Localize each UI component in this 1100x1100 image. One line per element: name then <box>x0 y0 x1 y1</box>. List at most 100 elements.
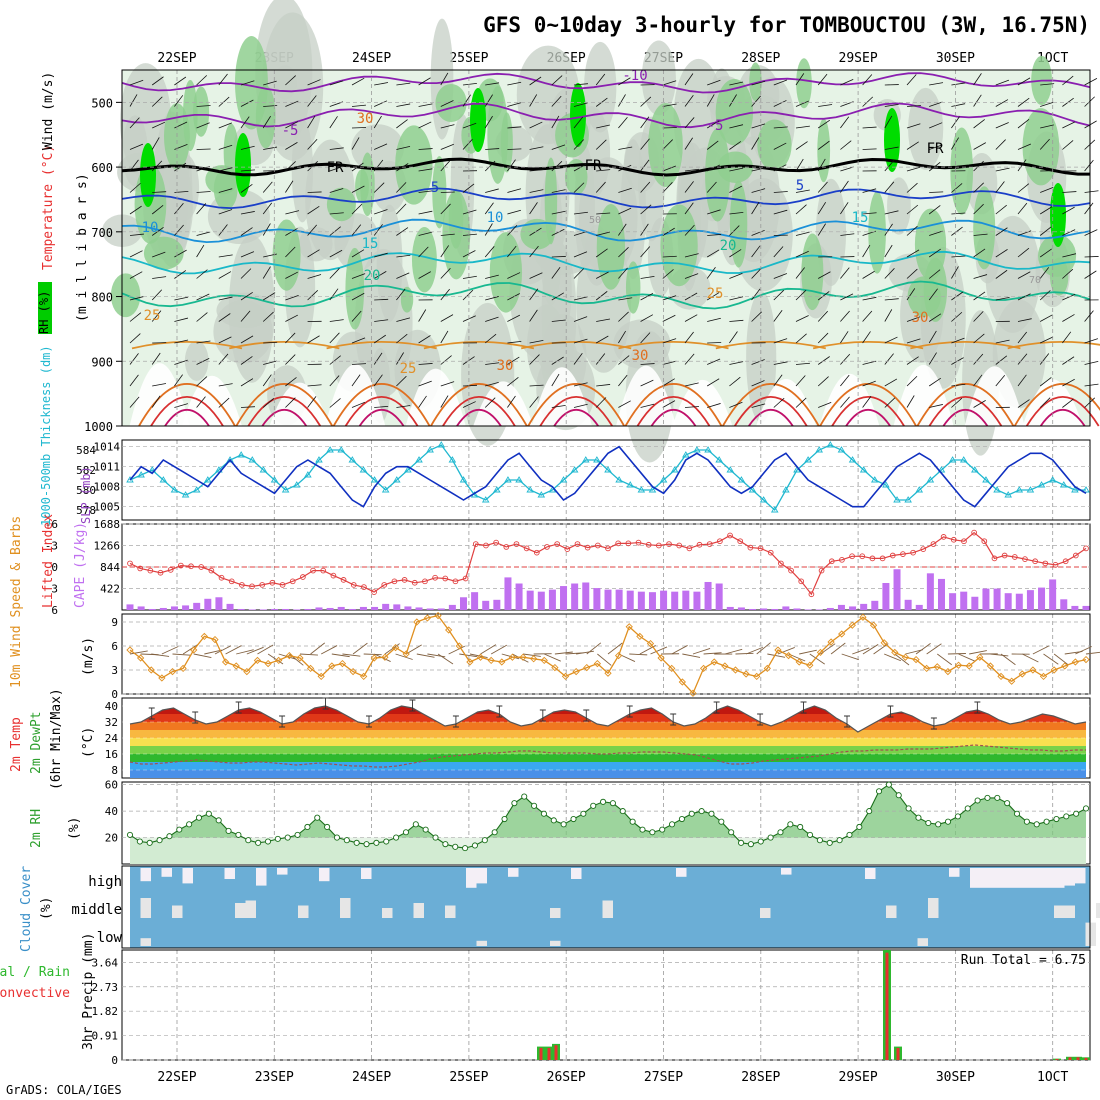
wind10-point <box>487 656 495 665</box>
lifted-index-point <box>178 562 184 569</box>
temperature-axis-label: Temperature (°C) <box>41 145 56 270</box>
cape-bar <box>537 591 545 610</box>
wind10-point <box>317 672 325 681</box>
top-date-label: 29SEP <box>839 51 878 66</box>
lifted-index-point <box>676 542 683 549</box>
wind-barb <box>928 161 941 172</box>
wind-barb <box>1039 226 1052 236</box>
wind-barb <box>285 314 299 322</box>
temp-tick-label: 40 <box>105 700 118 713</box>
wind-barb <box>262 115 271 129</box>
bottom-date-label: 29SEP <box>839 1070 878 1085</box>
wind-barb <box>906 141 919 150</box>
temp-tick-label: 24 <box>105 732 119 745</box>
wind-barb <box>573 251 588 258</box>
wind-barb <box>174 296 189 301</box>
lifted-index-point <box>1083 545 1089 552</box>
rh-point <box>452 843 459 850</box>
wind-barb <box>1039 377 1052 387</box>
thickness-point <box>726 466 735 473</box>
wind10-barb <box>1053 653 1069 666</box>
wind10-point <box>381 653 389 661</box>
wind-barb <box>529 245 539 258</box>
wind-barb <box>129 117 140 129</box>
wind-barb <box>507 102 521 107</box>
wind-barb <box>262 266 271 279</box>
wind-barb <box>751 80 766 86</box>
wind10-point <box>774 646 782 654</box>
wind-barb <box>174 121 188 129</box>
precip-tick-label: 0.91 <box>92 1030 119 1043</box>
cape-bar <box>1038 587 1046 610</box>
thickness-point <box>782 486 790 493</box>
wind10-point <box>455 642 463 650</box>
wind10-point <box>264 659 272 668</box>
wind-barb <box>418 271 431 279</box>
wind-barb <box>440 381 455 387</box>
thickness-axis-label: 1000-500mb Thickness (dm) <box>39 345 53 526</box>
thickness-point <box>682 451 690 458</box>
rh-grey-blob <box>641 40 676 116</box>
cape-bar <box>404 606 412 610</box>
minmax-bar <box>539 709 546 722</box>
top-date-label: 28SEP <box>741 51 780 66</box>
wind-barb <box>973 291 986 301</box>
wind-barb <box>973 203 984 215</box>
wind-barb <box>862 270 875 279</box>
cape-bar <box>215 597 223 610</box>
wind-barb <box>729 296 744 301</box>
wind-barb <box>485 296 499 301</box>
wind-barb <box>751 188 766 193</box>
wind10-point <box>827 638 835 646</box>
cloud-middle-gap <box>550 908 561 918</box>
wind10-point <box>200 632 208 641</box>
thickness-point <box>137 471 145 478</box>
thickness-tick-label: 582 <box>76 464 96 477</box>
wind-barb <box>218 144 233 150</box>
cape-bar <box>904 599 912 610</box>
lifted-index-point <box>432 574 438 581</box>
wind-barb <box>551 228 565 236</box>
wind-barb <box>818 401 832 408</box>
wind10-point <box>689 689 697 697</box>
temperature-contour <box>121 280 1091 310</box>
convective-bar <box>896 1047 900 1060</box>
wind10-barb <box>767 653 786 658</box>
thickness-point <box>626 481 635 488</box>
wind-barb <box>684 406 699 408</box>
contour-label: 30 <box>497 358 514 374</box>
rh-point <box>708 810 715 817</box>
wind-barb <box>351 363 366 365</box>
wind-barb <box>618 77 631 86</box>
wind-barb <box>995 296 1010 301</box>
cape-bar <box>393 604 401 610</box>
wind-barb <box>973 274 988 279</box>
wind-barb <box>684 73 694 86</box>
temp-band <box>130 706 1086 714</box>
wind10-barb <box>193 653 212 659</box>
wind-barb <box>951 311 963 322</box>
wind-barb <box>596 271 609 279</box>
rh-tick-label: 20 <box>105 832 118 845</box>
wind-barb <box>485 188 499 193</box>
wind-barb <box>596 212 611 215</box>
wind10-barb <box>236 649 254 655</box>
wind10-barb <box>597 653 612 666</box>
lifted-index-point <box>950 536 957 543</box>
lifted-index-point <box>666 541 672 547</box>
wind10-point <box>753 672 761 681</box>
lifted-index-point <box>320 567 327 574</box>
rh-point <box>274 835 281 842</box>
wind-barb <box>684 314 698 322</box>
temperature-contour <box>121 250 1091 275</box>
contour-30 <box>916 383 1015 427</box>
wind-barb <box>507 159 516 172</box>
cloud-high-gap <box>466 868 477 888</box>
cape-bar <box>648 592 656 610</box>
wind10-point <box>253 656 262 665</box>
wind-barb <box>152 251 166 258</box>
cape-bar <box>715 583 723 610</box>
wind-barb <box>751 167 766 172</box>
